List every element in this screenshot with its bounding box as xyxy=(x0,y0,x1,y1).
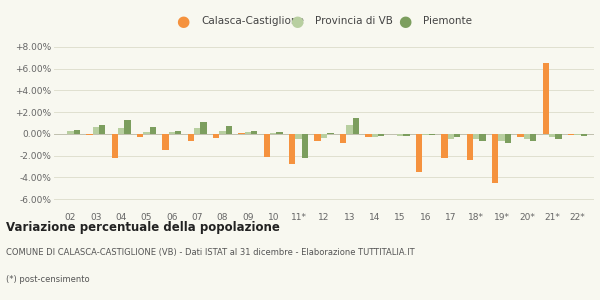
Bar xyxy=(118,128,124,134)
Bar xyxy=(454,134,460,137)
Bar xyxy=(200,122,207,134)
Bar xyxy=(574,134,581,135)
Bar xyxy=(150,127,156,134)
Bar xyxy=(264,134,270,157)
Bar xyxy=(403,134,410,136)
Bar xyxy=(340,134,346,142)
Bar xyxy=(378,134,384,136)
Bar xyxy=(86,134,92,135)
Text: ●: ● xyxy=(176,14,190,28)
Bar xyxy=(277,132,283,134)
Bar xyxy=(270,133,277,134)
Text: ●: ● xyxy=(398,14,412,28)
Bar xyxy=(549,134,556,137)
Bar xyxy=(568,134,574,135)
Bar xyxy=(327,133,334,134)
Bar xyxy=(371,134,378,137)
Bar xyxy=(238,133,245,134)
Bar xyxy=(473,134,479,139)
Bar xyxy=(175,130,181,134)
Bar xyxy=(517,134,524,137)
Bar xyxy=(365,134,371,137)
Bar xyxy=(194,128,200,134)
Bar xyxy=(220,130,226,134)
Bar xyxy=(302,134,308,158)
Bar xyxy=(188,134,194,142)
Bar xyxy=(416,134,422,172)
Bar xyxy=(289,134,295,164)
Text: Variazione percentuale della popolazione: Variazione percentuale della popolazione xyxy=(6,220,280,233)
Bar xyxy=(448,134,454,139)
Bar xyxy=(124,120,131,134)
Bar xyxy=(163,134,169,150)
Bar xyxy=(169,132,175,134)
Bar xyxy=(397,134,403,136)
Bar xyxy=(556,134,562,139)
Text: Provincia di VB: Provincia di VB xyxy=(315,16,393,26)
Text: Piemonte: Piemonte xyxy=(423,16,472,26)
Bar xyxy=(353,118,359,134)
Bar xyxy=(542,63,549,134)
Bar xyxy=(428,134,435,135)
Bar xyxy=(346,125,353,134)
Bar xyxy=(581,134,587,136)
Bar xyxy=(524,134,530,139)
Text: Calasca-Castiglione: Calasca-Castiglione xyxy=(201,16,304,26)
Bar xyxy=(498,134,505,142)
Bar xyxy=(251,130,257,134)
Bar xyxy=(226,126,232,134)
Bar xyxy=(467,134,473,160)
Bar xyxy=(99,125,106,134)
Bar xyxy=(479,134,485,142)
Bar xyxy=(67,130,74,134)
Bar xyxy=(295,134,302,139)
Bar xyxy=(74,130,80,134)
Text: COMUNE DI CALASCA-CASTIGLIONE (VB) - Dati ISTAT al 31 dicembre - Elaborazione TU: COMUNE DI CALASCA-CASTIGLIONE (VB) - Dat… xyxy=(6,248,415,256)
Bar xyxy=(505,134,511,142)
Text: (*) post-censimento: (*) post-censimento xyxy=(6,274,89,284)
Bar xyxy=(143,132,150,134)
Bar xyxy=(530,134,536,142)
Bar xyxy=(245,132,251,134)
Bar xyxy=(321,134,327,138)
Text: ●: ● xyxy=(290,14,304,28)
Bar xyxy=(92,127,99,134)
Bar xyxy=(112,134,118,158)
Bar xyxy=(492,134,498,183)
Bar xyxy=(213,134,220,138)
Bar xyxy=(314,134,321,142)
Bar xyxy=(422,134,428,135)
Bar xyxy=(137,134,143,137)
Bar xyxy=(441,134,448,158)
